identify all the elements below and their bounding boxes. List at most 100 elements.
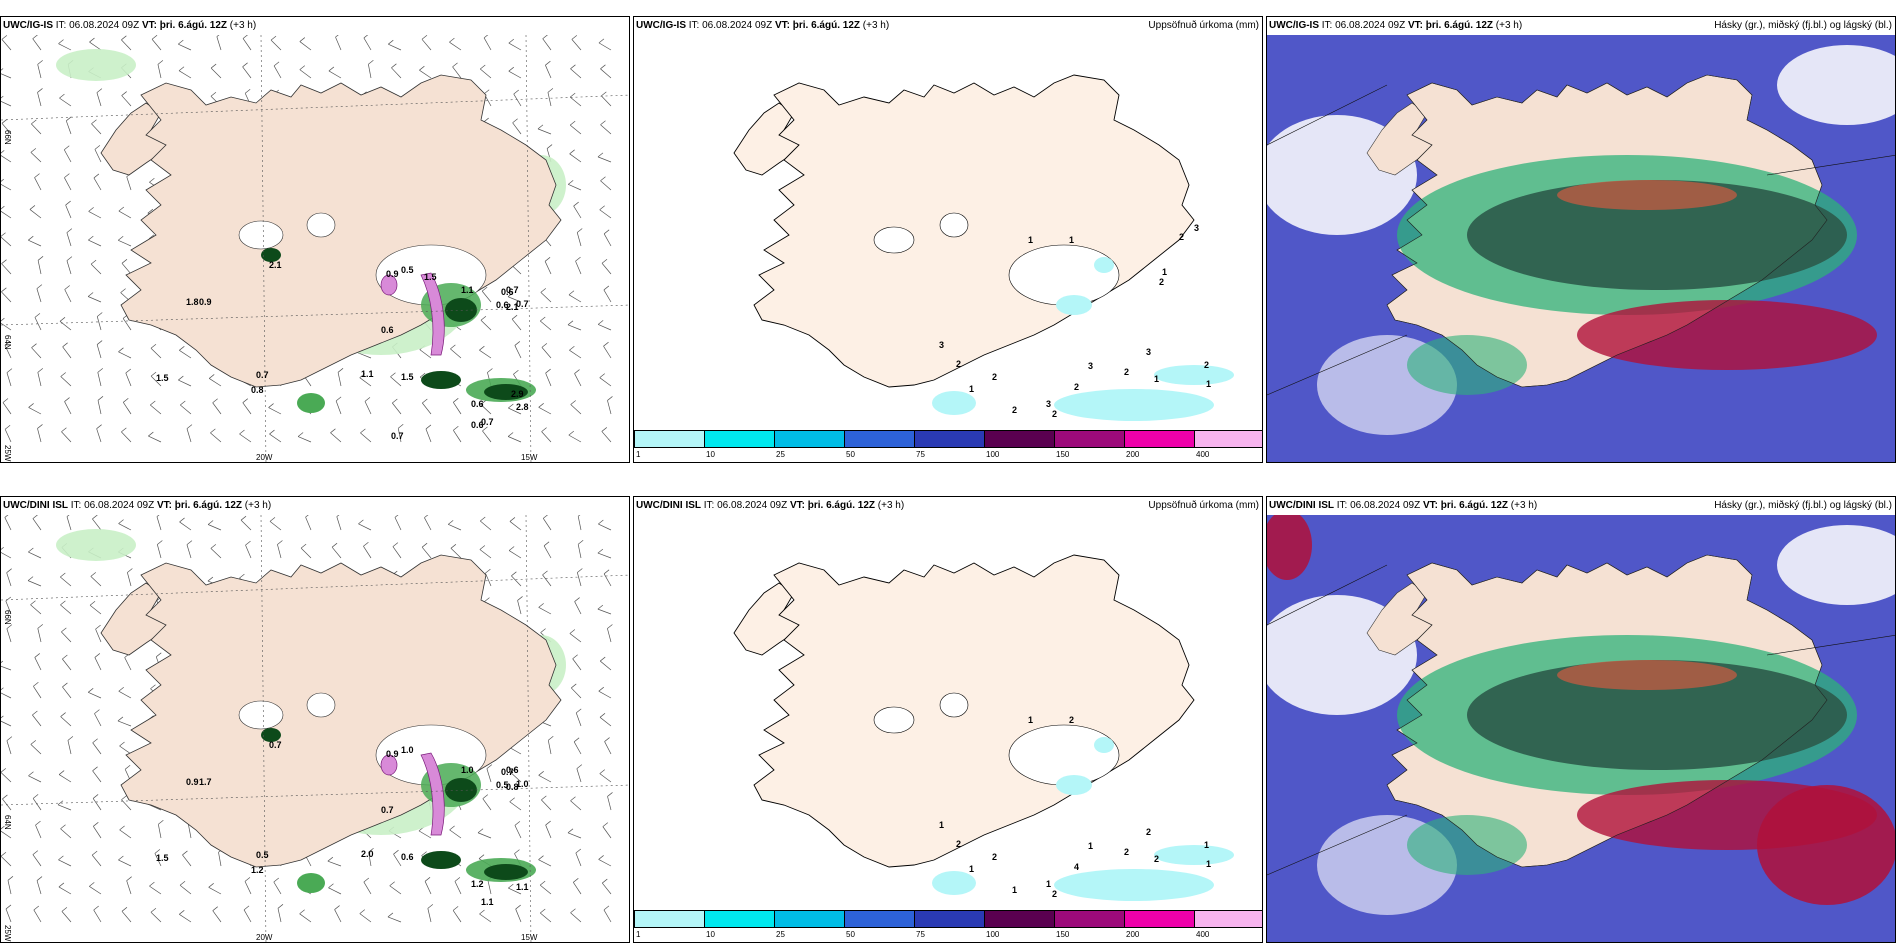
colorbar-swatch	[1194, 430, 1262, 448]
colorbar-swatch	[984, 910, 1055, 928]
axis-label-25w: 25W	[3, 445, 12, 462]
panel-row2-precip: UWC/DINI ISL IT: 06.08.2024 09Z VT: þri.…	[633, 496, 1263, 943]
precip-value-label: 1	[969, 384, 974, 394]
precip-value-label: 2	[956, 359, 961, 369]
precip-value-label: 1.8	[186, 297, 199, 307]
precip-value-label: 0.5	[256, 850, 269, 860]
precip-value-label: 1.2	[471, 879, 484, 889]
precip-high-band	[420, 752, 445, 836]
colorbar-swatch	[1054, 910, 1125, 928]
glacier-hofsjokull	[306, 692, 336, 718]
precip-value-label: 0.6	[501, 287, 514, 297]
precip-value-label: 0.9	[386, 269, 399, 279]
cloud-layers	[1267, 515, 1895, 905]
colorbar-tick: 100	[986, 930, 1000, 939]
iceland-land	[753, 74, 1195, 388]
glacier	[1008, 244, 1120, 306]
graticule	[1, 35, 629, 462]
precip-value-label: 2	[1074, 382, 1079, 392]
precip-value-label: 2.9	[511, 389, 524, 399]
colorbar-tick: 25	[776, 930, 785, 939]
panel-header: UWC/IG-IS IT: 06.08.2024 09Z VT: þri. 6.…	[636, 20, 890, 31]
precip-value-label: 1	[1162, 267, 1167, 277]
colorbar-tick: 100	[986, 450, 1000, 459]
map-wind-row2: 20W 15W 66N 64N 25W 0.9 1.7 0.7 1.0 0.9 0.7 1.0 0.6 0…	[1, 515, 629, 942]
precip-value-label: 2	[1146, 827, 1151, 837]
precip-value-label: 1.0	[401, 745, 414, 755]
precip-value-label: 1	[1204, 840, 1209, 850]
precip-value-label: 1.0	[461, 765, 474, 775]
glacier	[873, 226, 915, 254]
colorbar-swatch	[634, 910, 705, 928]
colorbar-swatch	[774, 910, 845, 928]
cloud-title: Hásky (gr.), miðský (fj.bl.) og lágský (…	[1714, 20, 1892, 31]
precip-value-label: 0.7	[506, 285, 519, 295]
glacier-hofsjokull	[306, 212, 336, 238]
colorbar-swatch	[844, 430, 915, 448]
precip-value-label: 0.8	[251, 385, 264, 395]
precip-value-label: 3	[939, 340, 944, 350]
precip-value-label: 2	[1052, 409, 1057, 419]
precip-value-label: 0.6	[496, 300, 509, 310]
precip-value-label: 1	[1046, 879, 1051, 889]
axis-label-15w: 15W	[521, 933, 538, 942]
precip-value-label: 2	[992, 852, 997, 862]
precip-value-label: 0.9	[186, 777, 199, 787]
colorbar-tick: 75	[916, 930, 925, 939]
precip-value-label: 0.9	[386, 749, 399, 759]
cloud-title: Hásky (gr.), miðský (fj.bl.) og lágský (…	[1714, 500, 1892, 511]
glacier-langjokull	[238, 220, 284, 250]
precip-value-label: 1	[1088, 841, 1093, 851]
precip-value-label: 2.1	[269, 260, 282, 270]
precip-value-label: 1.1	[461, 285, 474, 295]
axis-label-64n: 64N	[3, 335, 12, 350]
colorbar-swatch	[704, 430, 775, 448]
precip-value-label: 1.1	[516, 882, 529, 892]
precip-value-label: 1.5	[156, 853, 169, 863]
model-name: UWC/DINI ISL	[3, 500, 68, 511]
precip-value-label: 0.7	[516, 299, 529, 309]
precip-colorbar: 1 10 25 50 75 100 150 200 400	[634, 910, 1262, 942]
precip-value-label: 0.5	[496, 780, 509, 790]
colorbar-tick: 400	[1196, 450, 1210, 459]
glacier	[939, 212, 969, 238]
precip-value-label: 0.6	[506, 765, 519, 775]
precip-value-label: 3	[1046, 399, 1051, 409]
precip-value-label: 1.5	[424, 272, 437, 282]
precip-value-label: 1	[1206, 379, 1211, 389]
cloud-layers	[1397, 155, 1877, 395]
precip-value-label: 2	[1012, 405, 1017, 415]
colorbar-tick: 50	[846, 450, 855, 459]
panel-header: UWC/DINI ISL IT: 06.08.2024 09Z VT: þri.…	[636, 500, 905, 511]
precip-value-label: 2	[992, 372, 997, 382]
iceland-land	[120, 74, 562, 388]
colorbar-swatch	[914, 430, 985, 448]
axis-label-66n: 66N	[3, 610, 12, 625]
precip-value-label: 3	[1088, 361, 1093, 371]
precip-value-label: 2.0	[361, 849, 374, 859]
precip-value-label: 2.1	[506, 302, 519, 312]
colorbar-tick: 150	[1056, 450, 1070, 459]
colorbar-tick: 25	[776, 450, 785, 459]
colorbar-tick: 10	[706, 930, 715, 939]
axis-label-20w: 20W	[256, 453, 273, 462]
precip-value-label: 1	[1028, 715, 1033, 725]
axis-label-64n: 64N	[3, 815, 12, 830]
colorbar-swatch	[634, 430, 705, 448]
precip-value-label: 2	[1159, 277, 1164, 287]
precip-shading	[932, 737, 1234, 901]
panel-header: UWC/DINI ISL IT: 06.08.2024 09Z VT: þri.…	[3, 500, 272, 511]
precip-title: Uppsöfnuð úrkoma (mm)	[1148, 20, 1259, 31]
colorbar-tick: 75	[916, 450, 925, 459]
map-cloud-row2	[1267, 515, 1895, 942]
precip-value-label: 0.9	[199, 297, 212, 307]
map-wind-row1: 20W 15W 66N 64N 25W 1.8 0.9 2.1 0.5 0.9 0.6 1.1 0.7 0…	[1, 35, 629, 462]
precip-colorbar: 1 10 25 50 75 100 150 200 400	[634, 430, 1262, 462]
iceland-land	[753, 554, 1195, 868]
colorbar-swatch	[1124, 430, 1195, 448]
precip-value-label: 0.6	[471, 399, 484, 409]
